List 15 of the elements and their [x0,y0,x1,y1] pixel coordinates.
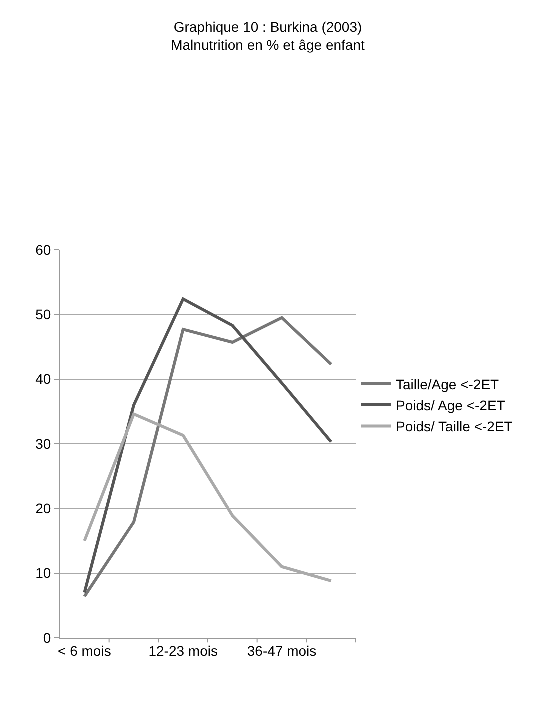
x-tick-label: 12-23 mois [148,642,218,659]
y-tick-label: 60 [36,242,52,258]
legend-label: Taille/Age <-2ET [396,376,500,392]
legend-label: Poids/ Age <-2ET [396,397,506,414]
chart-subtitle: Malnutrition en % et âge enfant [171,37,366,54]
y-tick-label: 10 [36,565,52,582]
y-tick-label: 0 [43,630,52,646]
x-tick-label: < 6 mois [58,642,112,659]
y-tick-label: 50 [36,306,52,323]
y-tick-label: 30 [36,436,52,452]
x-tick-label: 36-47 mois [247,642,317,659]
legend-label: Poids/ Taille <-2ET [396,418,514,435]
y-tick-label: 20 [36,500,52,517]
y-tick-label: 40 [36,371,52,388]
chart-title: Graphique 10 : Burkina (2003) [174,18,362,35]
